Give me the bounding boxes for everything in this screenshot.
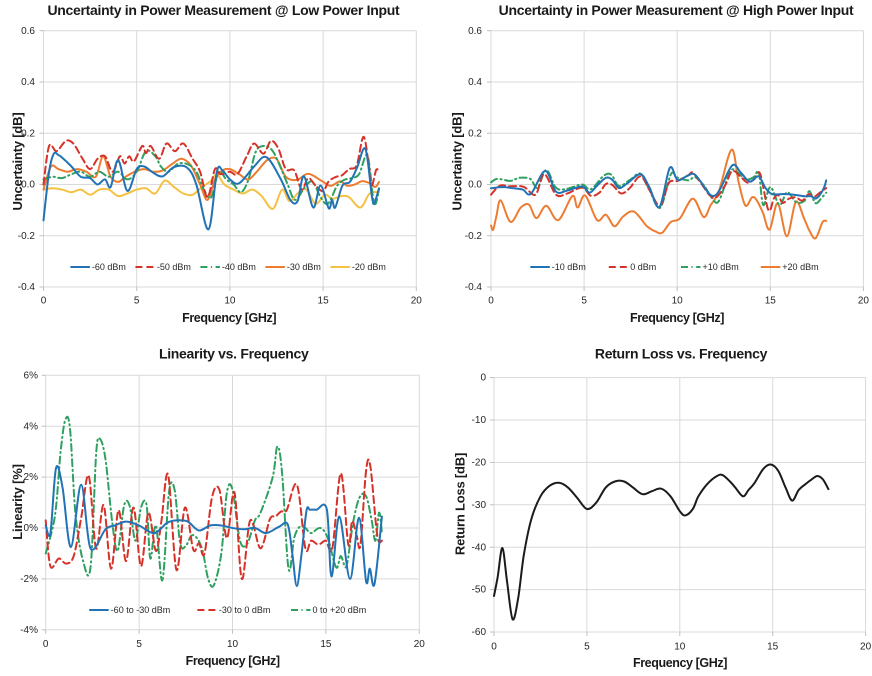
svg-text:0.6: 0.6: [468, 26, 482, 37]
svg-text:-0.4: -0.4: [465, 282, 483, 293]
svg-text:+20 dBm: +20 dBm: [782, 262, 818, 272]
svg-text:Return Loss vs. Frequency: Return Loss vs. Frequency: [595, 346, 768, 362]
svg-text:0.6: 0.6: [21, 26, 35, 37]
svg-text:0.4: 0.4: [468, 77, 482, 88]
svg-text:20: 20: [860, 641, 872, 652]
svg-text:Uncertainty in Power Measureme: Uncertainty in Power Measurement @ High …: [499, 2, 854, 18]
svg-text:20: 20: [411, 296, 423, 307]
svg-text:0.0: 0.0: [21, 180, 35, 191]
svg-text:0: 0: [488, 296, 494, 307]
svg-text:10: 10: [224, 296, 236, 307]
svg-text:2%: 2%: [24, 472, 39, 483]
svg-text:-50: -50: [472, 585, 487, 596]
svg-text:0.0: 0.0: [468, 180, 482, 191]
svg-text:10: 10: [227, 639, 239, 650]
svg-text:15: 15: [320, 639, 332, 650]
svg-text:0%: 0%: [24, 523, 39, 534]
svg-text:Uncertainty in Power Measureme: Uncertainty in Power Measurement @ Low P…: [47, 2, 399, 18]
svg-text:0: 0: [480, 373, 486, 384]
svg-text:6%: 6%: [24, 370, 39, 381]
svg-text:+10 dBm: +10 dBm: [703, 262, 739, 272]
svg-text:-0.2: -0.2: [465, 231, 483, 242]
svg-text:0.2: 0.2: [468, 128, 482, 139]
svg-text:15: 15: [765, 296, 777, 307]
svg-text:Linearity [%]: Linearity [%]: [10, 464, 25, 539]
svg-text:0: 0: [41, 296, 47, 307]
svg-text:0 to +20 dBm: 0 to +20 dBm: [313, 605, 367, 615]
svg-text:0 dBm: 0 dBm: [630, 262, 656, 272]
svg-text:5: 5: [134, 296, 140, 307]
svg-text:0.4: 0.4: [21, 77, 35, 88]
svg-text:4%: 4%: [24, 421, 39, 432]
svg-text:-50 dBm: -50 dBm: [157, 262, 191, 272]
svg-text:Uncertainty [dB]: Uncertainty [dB]: [10, 113, 25, 211]
svg-text:0.2: 0.2: [21, 128, 35, 139]
svg-text:-30: -30: [472, 500, 487, 511]
svg-text:5: 5: [584, 641, 590, 652]
svg-text:-30 to 0 dBm: -30 to 0 dBm: [219, 605, 271, 615]
svg-text:Frequency [GHz]: Frequency [GHz]: [182, 311, 276, 325]
svg-text:Linearity vs. Frequency: Linearity vs. Frequency: [159, 346, 309, 362]
svg-text:10: 10: [672, 296, 684, 307]
svg-text:Return Loss [dB]: Return Loss [dB]: [452, 453, 467, 555]
svg-text:-0.4: -0.4: [18, 282, 36, 293]
svg-text:-2%: -2%: [20, 574, 38, 585]
svg-text:15: 15: [767, 641, 779, 652]
svg-text:-60 to -30 dBm: -60 to -30 dBm: [111, 605, 171, 615]
svg-text:Frequency [GHz]: Frequency [GHz]: [186, 654, 280, 668]
svg-text:-40: -40: [472, 542, 487, 553]
svg-text:-10 dBm: -10 dBm: [552, 262, 586, 272]
svg-text:Frequency [GHz]: Frequency [GHz]: [633, 656, 727, 670]
svg-text:10: 10: [674, 641, 686, 652]
svg-text:5: 5: [581, 296, 587, 307]
svg-text:Uncertainty [dB]: Uncertainty [dB]: [449, 113, 464, 211]
svg-text:-0.2: -0.2: [18, 231, 36, 242]
svg-text:0: 0: [43, 639, 49, 650]
svg-text:-4%: -4%: [20, 625, 38, 636]
svg-text:Frequency [GHz]: Frequency [GHz]: [630, 311, 724, 325]
svg-text:-60 dBm: -60 dBm: [92, 262, 126, 272]
svg-text:-20: -20: [472, 458, 487, 469]
svg-text:20: 20: [414, 639, 426, 650]
svg-text:-10: -10: [472, 415, 487, 426]
svg-text:15: 15: [318, 296, 330, 307]
svg-text:0: 0: [491, 641, 497, 652]
svg-text:5: 5: [136, 639, 142, 650]
svg-text:-30 dBm: -30 dBm: [287, 262, 321, 272]
svg-text:20: 20: [858, 296, 870, 307]
svg-text:-20 dBm: -20 dBm: [352, 262, 386, 272]
svg-text:-60: -60: [472, 627, 487, 638]
svg-text:-40 dBm: -40 dBm: [222, 262, 256, 272]
